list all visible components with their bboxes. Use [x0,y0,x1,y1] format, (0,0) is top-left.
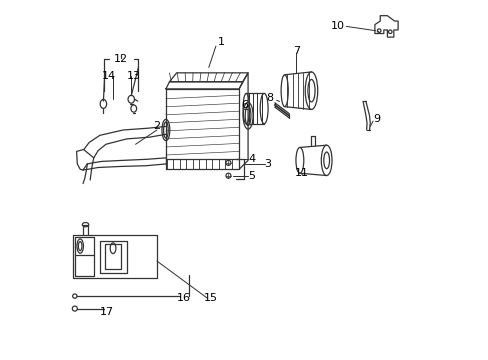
Text: 17: 17 [100,307,114,317]
Text: 9: 9 [372,114,380,124]
Text: 4: 4 [247,154,255,163]
Text: 1: 1 [217,37,224,48]
Text: 7: 7 [292,46,299,57]
Text: 11: 11 [294,168,308,178]
Text: 2: 2 [153,121,160,131]
Text: 10: 10 [330,21,344,31]
Text: 3: 3 [264,159,271,169]
Text: 8: 8 [265,93,272,103]
Text: 5: 5 [247,171,255,181]
Text: 14: 14 [102,71,116,81]
Text: 6: 6 [241,100,247,110]
Text: 15: 15 [203,293,217,303]
Text: 13: 13 [126,71,141,81]
Text: 16: 16 [176,293,190,303]
Text: 12: 12 [114,54,128,64]
